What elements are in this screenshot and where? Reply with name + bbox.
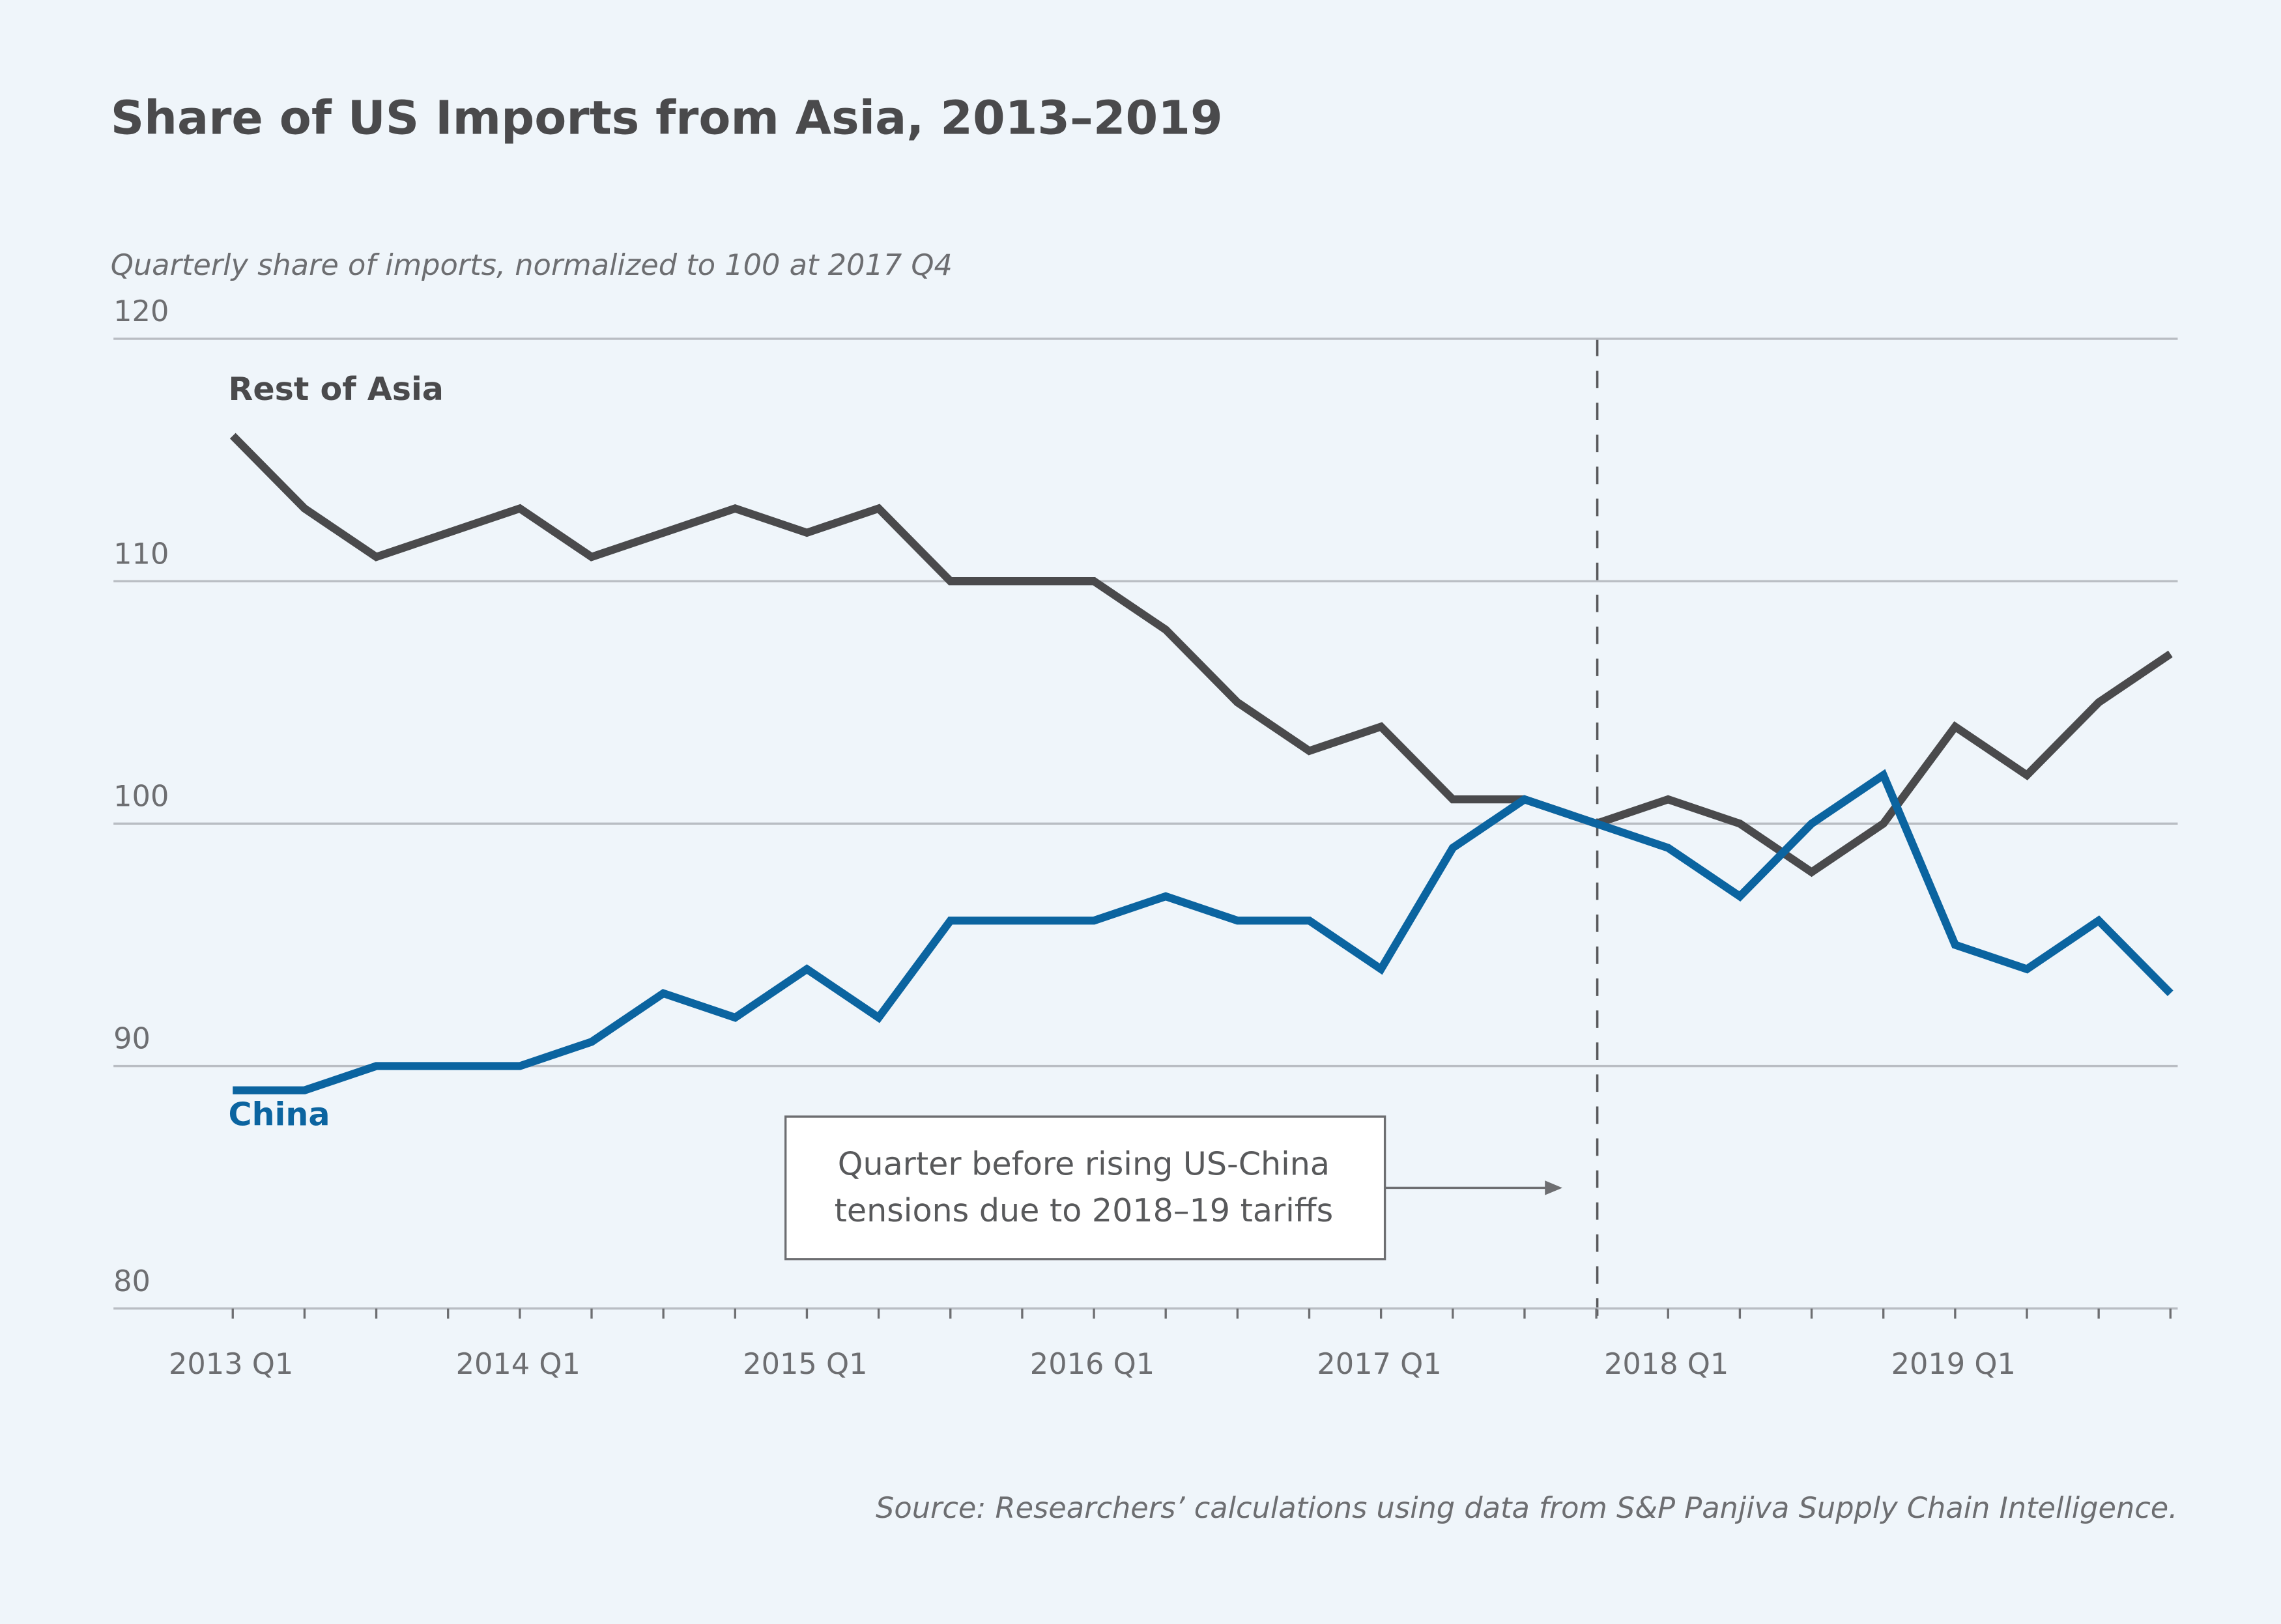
x-tick-label: 2017 Q1 bbox=[1317, 1347, 1441, 1381]
chart-title: Share of US Imports from Asia, 2013–2019 bbox=[111, 91, 1223, 145]
x-tick-label: 2014 Q1 bbox=[456, 1347, 581, 1381]
annotation-text: Quarter before rising US-China bbox=[838, 1145, 1330, 1182]
x-tick-label: 2016 Q1 bbox=[1030, 1347, 1155, 1381]
y-tick-label: 120 bbox=[113, 294, 169, 328]
x-tick-label: 2019 Q1 bbox=[1891, 1347, 2016, 1381]
x-tick-label: 2015 Q1 bbox=[743, 1347, 867, 1381]
y-tick-label: 110 bbox=[113, 537, 169, 571]
y-tick-label: 90 bbox=[113, 1022, 151, 1056]
annotation-text: tensions due to 2018–19 tariffs bbox=[835, 1191, 1334, 1229]
y-tick-label: 80 bbox=[113, 1264, 151, 1298]
series-line bbox=[229, 433, 2173, 877]
x-tick-label: 2018 Q1 bbox=[1604, 1347, 1729, 1381]
series-label: China bbox=[229, 1095, 330, 1133]
series-line bbox=[233, 769, 2173, 1094]
arrow-head bbox=[1545, 1180, 1563, 1195]
subtitle: Quarterly share of imports, normalized t… bbox=[111, 248, 953, 282]
source: Source: Researchers’ calculations using … bbox=[876, 1491, 2177, 1525]
y-tick-label: 100 bbox=[113, 780, 169, 814]
annotation-box bbox=[784, 1115, 1386, 1261]
series-label: Rest of Asia bbox=[229, 370, 444, 408]
x-tick-label: 2013 Q1 bbox=[169, 1347, 293, 1381]
